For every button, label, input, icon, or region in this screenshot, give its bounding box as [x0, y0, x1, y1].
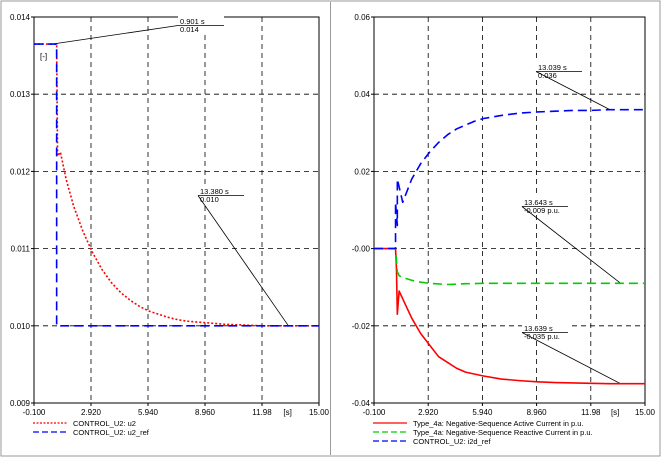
annotation-callout: 13.039 s0.036	[535, 62, 610, 110]
annotation-leader-line	[52, 25, 179, 45]
annotation-time-label: 0.901 s	[180, 17, 205, 26]
legend-entry: Type_4a: Negative-Sequence Active Curren…	[373, 419, 584, 428]
y-tick-label: 0.04	[354, 90, 370, 99]
legend-label: CONTROL_U2: i2d_ref	[413, 437, 491, 446]
annotation-leader-line	[521, 206, 621, 284]
annotation-box	[536, 62, 582, 80]
annotation-time-label: 13.039 s	[538, 63, 567, 72]
annotation-time-label: 13.643 s	[524, 198, 553, 207]
legend-entry: Type_4a: Negative-Sequence Reactive Curr…	[373, 428, 593, 437]
y-tick-label: 0.02	[354, 167, 370, 176]
y-tick-label: 0.014	[10, 13, 31, 22]
legend-label: Type_4a: Negative-Sequence Reactive Curr…	[413, 428, 593, 437]
x-tick-label: 2.920	[418, 408, 439, 417]
x-tick-label: 8.960	[195, 408, 216, 417]
y-tick-label: 0.013	[10, 90, 31, 99]
y-tick-label: -0.04	[352, 399, 371, 408]
x-tick-label: 8.960	[527, 408, 548, 417]
x-tick-label: -0.100	[23, 408, 46, 417]
series-line-2	[374, 247, 645, 286]
x-tick-label: 11.98	[252, 408, 272, 417]
series-line-1	[374, 247, 645, 385]
legend-entry: CONTROL_U2: u2	[33, 419, 136, 428]
y-tick-label: -0.00	[352, 245, 371, 254]
legend-label: Type_4a: Negative-Sequence Active Curren…	[413, 419, 584, 428]
y-tick-label: 0.011	[11, 245, 31, 254]
chart-panel-2: -0.100 2.920 5.940 8.960 11.98 15.00 [s] -0.04 -…	[352, 13, 656, 446]
annotation-time-label: 13.380 s	[200, 187, 229, 196]
annotation-callout: 0.901 s0.014	[52, 16, 224, 45]
y-tick-label: -0.02	[352, 322, 371, 331]
y-tick-label: 0.009	[10, 399, 31, 408]
x-axis-label: [s]	[283, 408, 291, 417]
x-tick-label: 11.98	[581, 408, 601, 417]
chart-panel-1: -0.100 2.920 5.940 8.960 11.98 15.00 [s] 0.009 0…	[10, 13, 330, 437]
annotation-leader-line	[535, 71, 610, 110]
annotation-box	[522, 197, 568, 215]
legend-label: CONTROL_U2: u2	[73, 419, 136, 428]
series-line-2	[34, 43, 319, 327]
plot-frame	[33, 16, 320, 404]
x-tick-label: 5.940	[472, 408, 493, 417]
x-tick-label: -0.100	[363, 408, 386, 417]
annotation-leader-line	[521, 332, 621, 385]
legend-label: CONTROL_U2: u2_ref	[73, 428, 150, 437]
x-axis-label: [s]	[611, 408, 619, 417]
annotation-callout: 13.639 s-0.035 p.u.	[521, 323, 621, 385]
annotation-value-label: -0.009 p.u.	[524, 206, 560, 215]
legend-entry: CONTROL_U2: i2d_ref	[373, 437, 491, 446]
annotation-box	[522, 323, 568, 341]
plot-frame	[373, 16, 646, 404]
annotation-callout: 13.643 s-0.009 p.u.	[521, 197, 621, 284]
annotation-time-label: 13.639 s	[524, 324, 553, 333]
x-tick-label: 15.00	[309, 408, 330, 417]
x-tick-label: 5.940	[138, 408, 159, 417]
series-line-3	[374, 108, 645, 250]
y-axis-label: [-]	[40, 52, 47, 61]
annotation-leader-line	[197, 195, 289, 327]
y-tick-label: 0.06	[354, 13, 370, 22]
y-tick-label: 0.012	[10, 167, 31, 176]
legend-entry: CONTROL_U2: u2_ref	[33, 428, 150, 437]
annotation-callout: 13.380 s0.010	[197, 186, 289, 327]
annotation-value-label: -0.035 p.u.	[524, 332, 560, 341]
annotation-value-label: 0.036	[538, 71, 557, 80]
annotation-value-label: 0.014	[180, 25, 199, 34]
annotation-box	[198, 186, 244, 204]
x-tick-label: 2.920	[81, 408, 102, 417]
y-tick-label: 0.010	[10, 322, 31, 331]
x-tick-label: 15.00	[635, 408, 656, 417]
annotation-box	[178, 16, 224, 34]
series-line-1	[34, 43, 319, 327]
annotation-value-label: 0.010	[200, 195, 219, 204]
